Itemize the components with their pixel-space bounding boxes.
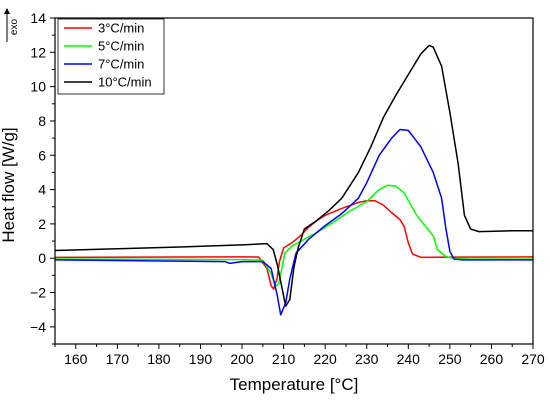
x-axis-title: Temperature [°C] [230, 375, 359, 394]
x-tick-label: 240 [397, 351, 421, 367]
series-layer [55, 44, 533, 316]
legend: 3°C/min 5°C/min 7°C/min 10°C/min [57, 18, 165, 95]
legend-label-1: 5°C/min [98, 39, 144, 54]
x-tick-label: 260 [480, 351, 504, 367]
x-tick-label: 230 [355, 351, 379, 367]
legend-label-2: 7°C/min [98, 57, 144, 72]
y-tick-label: −4 [30, 319, 46, 335]
y-tick-label: 2 [38, 216, 46, 232]
x-tick-label: 200 [230, 351, 254, 367]
y-tick-label: 10 [30, 79, 46, 95]
x-tick-label: 160 [64, 351, 88, 367]
legend-label-3: 10°C/min [98, 75, 152, 90]
y-tick-label: 12 [30, 44, 46, 60]
y-tick-label: 4 [38, 182, 46, 198]
y-tick-label: 14 [30, 10, 46, 26]
y-tick-label: −2 [30, 285, 46, 301]
exo-label: exo [9, 19, 20, 36]
y-tick-label: 6 [38, 147, 46, 163]
y-axis-title: Heat flow [W/g] [0, 127, 18, 242]
series-line-3 [55, 44, 533, 307]
x-tick-label: 210 [272, 351, 296, 367]
series-line-0 [55, 199, 533, 290]
y-axis: −4 −2 0 2 4 6 8 10 12 14 [30, 10, 55, 345]
y-tick-label: 0 [38, 250, 46, 266]
series-line-2 [55, 128, 533, 316]
x-tick-label: 180 [147, 351, 171, 367]
x-tick-label: 220 [313, 351, 337, 367]
x-tick-label: 190 [189, 351, 213, 367]
legend-label-0: 3°C/min [98, 21, 144, 36]
y-tick-label: 8 [38, 113, 46, 129]
x-tick-label: 270 [521, 351, 545, 367]
x-tick-label: 250 [438, 351, 462, 367]
exo-indicator: exo [4, 8, 20, 42]
plot-frame [54, 17, 534, 345]
exo-arrowhead-icon [4, 8, 10, 14]
x-axis: 160 170 180 190 200 210 220 230 240 250 260 270 [54, 344, 545, 367]
x-tick-label: 170 [106, 351, 130, 367]
